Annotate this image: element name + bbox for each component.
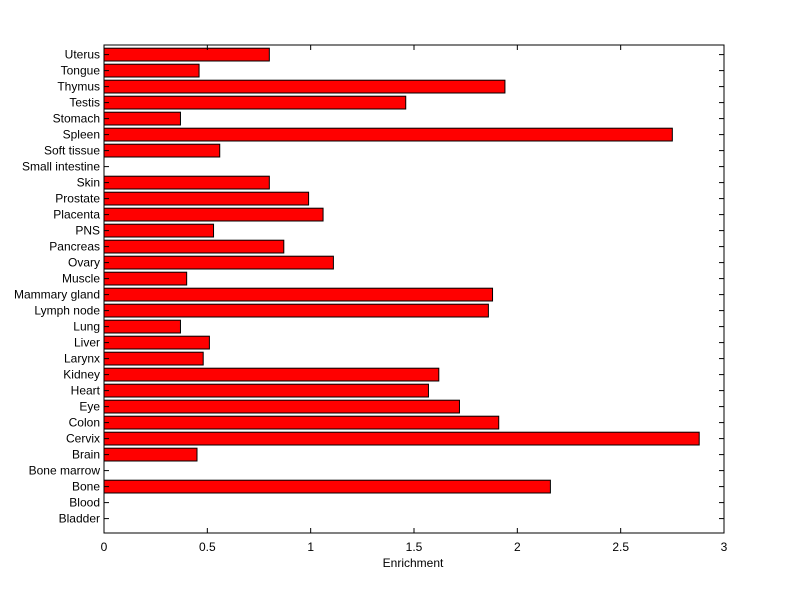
x-tick-label: 0 xyxy=(101,540,108,554)
y-tick-label-prostate: Prostate xyxy=(55,192,100,206)
y-tick-label-blood: Blood xyxy=(69,496,100,510)
bar-colon xyxy=(103,415,500,430)
y-tick-label-heart: Heart xyxy=(71,384,101,398)
bar-stomach xyxy=(103,111,181,126)
bar-liver xyxy=(103,335,210,350)
y-tick-label-bone-marrow: Bone marrow xyxy=(29,464,101,478)
bar-thymus xyxy=(103,79,506,94)
y-tick-label-ovary: Ovary xyxy=(68,256,100,270)
bar-ovary xyxy=(103,255,334,270)
x-tick-label: 2 xyxy=(514,540,521,554)
bar-uterus xyxy=(103,47,270,62)
bar-mammary-gland xyxy=(103,287,494,302)
bar-spleen xyxy=(103,127,673,142)
bar-lung xyxy=(103,319,181,334)
y-tick-label-uterus: Uterus xyxy=(65,48,100,62)
y-tick-label-muscle: Muscle xyxy=(62,272,100,286)
bar-skin xyxy=(103,175,270,190)
y-tick-label-soft-tissue: Soft tissue xyxy=(44,144,100,158)
y-tick-label-small-intestine: Small intestine xyxy=(22,160,100,174)
y-tick-label-kidney: Kidney xyxy=(63,368,100,382)
bar-prostate xyxy=(103,191,310,206)
bar-lymph-node xyxy=(103,303,489,318)
bar-kidney xyxy=(103,367,440,382)
bar-cervix xyxy=(103,431,700,446)
y-tick-label-bone: Bone xyxy=(72,480,100,494)
bar-bone xyxy=(103,479,551,494)
y-tick-label-pancreas: Pancreas xyxy=(49,240,100,254)
y-tick-label-liver: Liver xyxy=(74,336,100,350)
y-tick-label-lung: Lung xyxy=(73,320,100,334)
x-tick-label: 3 xyxy=(721,540,728,554)
bar-larynx xyxy=(103,351,204,366)
y-tick-label-lymph-node: Lymph node xyxy=(34,304,100,318)
x-tick-label: 1.5 xyxy=(406,540,423,554)
y-tick-label-skin: Skin xyxy=(77,176,100,190)
bar-eye xyxy=(103,399,460,414)
y-tick-label-thymus: Thymus xyxy=(57,80,100,94)
x-axis-ticks: 0 0.5 1 1.5 2 2.5 3 xyxy=(101,45,728,554)
bar-pns xyxy=(103,223,215,238)
y-tick-label-brain: Brain xyxy=(72,448,100,462)
x-tick-label: 0.5 xyxy=(199,540,216,554)
plot-frame xyxy=(103,44,725,534)
bar-tongue xyxy=(103,63,200,78)
y-tick-label-placenta: Placenta xyxy=(53,208,100,222)
x-tick-label: 2.5 xyxy=(612,540,629,554)
y-tick-label-mammary-gland: Mammary gland xyxy=(14,288,100,302)
y-tick-label-bladder: Bladder xyxy=(59,512,100,526)
y-tick-label-pns: PNS xyxy=(75,224,100,238)
y-tick-label-colon: Colon xyxy=(69,416,100,430)
x-tick-label: 1 xyxy=(307,540,314,554)
y-tick-label-cervix: Cervix xyxy=(66,432,100,446)
bar-brain xyxy=(103,447,198,462)
y-tick-label-eye: Eye xyxy=(79,400,100,414)
y-tick-label-larynx: Larynx xyxy=(64,352,100,366)
y-tick-label-tongue: Tongue xyxy=(61,64,101,78)
bar-muscle xyxy=(103,271,188,286)
x-axis-label: Enrichment xyxy=(383,556,444,570)
bar-placenta xyxy=(103,207,324,222)
bar-pancreas xyxy=(103,239,285,254)
bar-heart xyxy=(103,383,429,398)
y-tick-label-spleen: Spleen xyxy=(63,128,100,142)
y-tick-label-testis: Testis xyxy=(69,96,100,110)
bar-testis xyxy=(103,95,407,110)
y-tick-label-stomach: Stomach xyxy=(53,112,100,126)
y-axis-ticks: Bladder Blood Bone Bone marrow Brain Cervix Co… xyxy=(14,48,724,526)
bar-soft-tissue xyxy=(103,143,221,158)
